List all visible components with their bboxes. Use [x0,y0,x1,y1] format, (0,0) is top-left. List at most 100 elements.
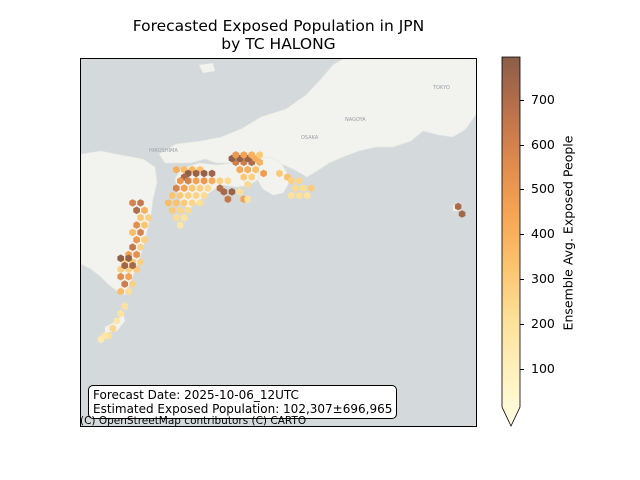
hexbin-cell [180,199,188,207]
hexbin-cell [220,188,228,196]
place-label-tokyo: TOKYO [432,85,450,91]
hexbin-cell [244,165,251,174]
land-island-a [199,63,215,73]
place-label-nagoya: NAGOYA [345,117,366,123]
hexbin-cell [133,206,140,215]
colorbar-tick [520,323,524,325]
forecast-info-box: Forecast Date: 2025-10-06_12UTC Estimate… [88,385,398,419]
figure-title-line-2: by TC HALONG [221,35,336,53]
colorbar-tick-label: 500 [531,181,555,197]
hexbin-cell [109,324,117,333]
hexbin-cell [256,151,263,159]
hexbin-cell [129,228,136,237]
hexbin-cell [244,180,251,189]
hexbin-cell [204,184,212,192]
place-label-osaka: OSAKA [301,135,319,141]
hexbin-cell [304,191,311,200]
hexbin-cell [141,221,148,229]
hexbin-cell [145,213,152,222]
hexbin-cell [184,191,192,200]
hexbin-cell [173,199,180,207]
hexbin-cell [121,302,128,310]
hexbin-cell [454,202,462,211]
hexbin-cell [248,173,255,181]
hexbin-cell [308,184,315,192]
hexbin-cell [192,191,200,200]
hexbin-cell [208,177,216,185]
hexbin-cell [129,261,136,270]
hexbin-cell [180,213,188,222]
hexbin-cell [296,191,303,200]
hexbin-cell [196,199,204,207]
hexbin-cell [240,173,248,181]
hexbin-cell [200,169,208,178]
hexbin-cell [288,177,295,185]
hexbin-cell [248,151,255,159]
hexbin-cell [169,206,176,215]
colorbar-tick-label: 600 [531,136,555,152]
map-panel[interactable]: TOKYO OSAKA HIROSHIMA NAGOYA [80,58,477,427]
hexbin-cell [260,169,267,178]
hexbin-cell [165,199,172,207]
hexbin-cell [125,254,132,263]
hexbin-cell [113,317,120,325]
hexbin-cell [196,184,204,192]
hexbin-cell [129,243,136,251]
hexbin-cell [208,169,216,178]
hexbin-cell [300,184,307,192]
hexbin-cell [173,213,180,222]
colorbar-tick-label: 400 [531,226,555,242]
colorbar-tick-label: 200 [531,315,555,331]
hexbin-cell [97,335,105,344]
hexbin-cell [177,221,184,229]
hexbin-cell [288,191,295,200]
hexbin-cell [232,151,240,159]
hexbin-cell [177,177,184,185]
hexbin-cell [236,165,244,174]
hexbin-cell [184,206,192,215]
hexbin-cell [252,165,259,174]
colorbar-label: Ensemble Avg. Exposed People [560,135,576,331]
hexbin-cell [117,309,124,318]
land-island-c [87,225,95,235]
hexbin-cell [276,169,283,178]
hexbin-cell [177,206,184,215]
hexbin-cell [137,199,144,207]
figure-title-line-1: Forecasted Exposed Population in JPN [132,17,425,35]
hexbin-cell [121,280,128,288]
hexbin-cell [129,199,136,207]
hexbin-layer [97,151,466,344]
hexbin-cell [228,188,236,196]
colorbar-body [501,56,521,427]
hexbin-cell [173,184,180,192]
colorbar [501,56,521,427]
hexbin-cell [173,165,180,174]
land-awaji [233,137,249,151]
place-label-hiroshima: HIROSHIMA [149,148,178,154]
colorbar-tick [520,189,524,191]
hexbin-cell [137,228,144,237]
hexbin-cell [200,177,208,185]
colorbar-tick [520,368,524,370]
colorbar-tick [520,144,524,146]
hexbin-cell [169,191,176,200]
hexbin-cell [184,177,192,185]
hexbin-cell [216,177,224,185]
hexbin-cell [133,221,140,229]
hexbin-cell [117,254,124,263]
forecast-date-text: Forecast Date: 2025-10-06_12UTC [93,388,299,402]
exposed-population-text: Estimated Exposed Population: 102,307±69… [93,402,393,416]
hexbin-cell [236,188,244,196]
colorbar-tick-label: 100 [531,360,555,376]
hexbin-cell [121,261,128,270]
hexbin-cell [141,206,148,215]
hexbin-cell [137,213,144,222]
colorbar-ticks: 100 200 300 400 500 600 700 [520,0,580,480]
hexbin-cell [192,177,200,185]
hexbin-cell [296,177,303,185]
land-island-b [99,205,109,217]
colorbar-tick-label: 300 [531,271,555,287]
hexbin-cell [133,250,140,259]
hexbin-cell [117,272,124,281]
colorbar-tick [520,234,524,236]
